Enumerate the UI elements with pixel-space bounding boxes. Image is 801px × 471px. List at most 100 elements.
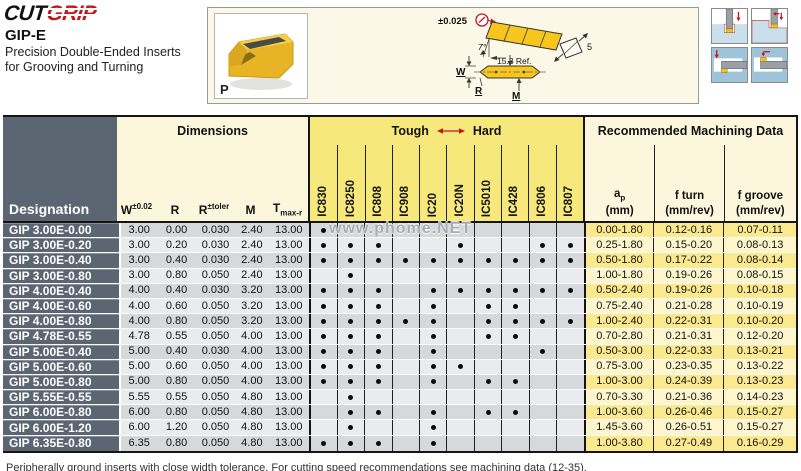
dim-w-label: W bbox=[456, 67, 466, 78]
grades-group: Tough Hard IC830 IC8250 IC808 IC908 IC20 IC20… bbox=[308, 117, 583, 221]
availability-dot bbox=[567, 288, 573, 294]
grade-availability-cell bbox=[528, 344, 557, 359]
grade-availability-cell bbox=[501, 405, 529, 420]
dim-value: 0.050 bbox=[195, 359, 236, 374]
availability-dot bbox=[321, 227, 327, 233]
grade-availability-cell bbox=[556, 223, 584, 238]
machining-value: 1.00-1.80 bbox=[583, 268, 654, 283]
availability-dot bbox=[430, 379, 436, 385]
mach-header-unit: (mm) bbox=[605, 204, 634, 217]
grade-availability-cell bbox=[556, 420, 584, 435]
grade-availability-cell bbox=[391, 223, 419, 238]
machining-value: 0.00-1.80 bbox=[583, 223, 654, 238]
dim-value: 13.00 bbox=[268, 314, 310, 329]
availability-dot bbox=[567, 257, 573, 263]
grade-availability-cell bbox=[501, 359, 529, 374]
external-turning-icon bbox=[751, 8, 788, 44]
machining-value: 0.19-0.26 bbox=[653, 283, 724, 298]
dim-value: 4.00 bbox=[118, 298, 158, 314]
dims-subheaders: W±0.02 R R±toler M Tmax-r bbox=[117, 145, 308, 221]
insert-data-table: Designation Dimensions W±0.02 R R±toler M Tm… bbox=[3, 115, 798, 453]
grade-availability-cell bbox=[501, 283, 529, 298]
availability-dot bbox=[375, 318, 381, 324]
dim-value: 3.00 bbox=[118, 238, 158, 253]
availability-dot bbox=[485, 379, 491, 385]
availability-dot bbox=[430, 364, 436, 370]
dim-value: 3.00 bbox=[118, 253, 158, 268]
grade-availability-cell bbox=[391, 435, 419, 451]
machining-value: 0.15-0.27 bbox=[723, 405, 797, 420]
grade-availability-cell bbox=[364, 344, 392, 359]
mach-header-unit: (mm/rev) bbox=[736, 204, 785, 217]
internal-grooving-icon bbox=[711, 47, 748, 83]
dim-value: 4.00 bbox=[118, 314, 158, 329]
grade-header-ic806: IC806 bbox=[528, 145, 555, 221]
grade-availability-cell bbox=[556, 298, 584, 314]
grade-label: IC806 bbox=[535, 186, 548, 217]
availability-dot bbox=[458, 364, 464, 370]
grade-availability-cell bbox=[501, 223, 529, 238]
machining-value: 0.10-0.20 bbox=[723, 314, 797, 329]
grade-availability-cell bbox=[364, 405, 392, 420]
availability-dot bbox=[430, 425, 436, 431]
grade-availability-cell bbox=[446, 298, 474, 314]
dim-value: 13.00 bbox=[268, 283, 310, 298]
mach-header-unit: (mm/rev) bbox=[665, 204, 714, 217]
grade-availability-cell bbox=[501, 390, 529, 405]
dim-value: 0.030 bbox=[195, 283, 236, 298]
grade-availability-cell bbox=[501, 253, 529, 268]
machining-value: 0.75-3.00 bbox=[583, 359, 654, 374]
page-title: GIP-E bbox=[5, 27, 46, 44]
grade-availability-cell bbox=[391, 344, 419, 359]
dim-value: 3.20 bbox=[235, 298, 269, 314]
grade-availability-cell bbox=[528, 268, 557, 283]
grade-availability-cell bbox=[418, 238, 447, 253]
cutgrip-logo: CUTGRIP bbox=[3, 2, 99, 26]
grade-availability-cell bbox=[391, 329, 419, 344]
grade-header-ic908: IC908 bbox=[391, 145, 419, 221]
dim-value: 0.40 bbox=[157, 283, 196, 298]
grade-availability-cell bbox=[309, 420, 337, 435]
insert-photo-box: P bbox=[214, 13, 308, 99]
availability-dot bbox=[348, 394, 354, 400]
availability-dot bbox=[321, 242, 327, 248]
grade-availability-cell bbox=[446, 329, 474, 344]
machining-value: 0.12-0.16 bbox=[653, 223, 724, 238]
availability-dot bbox=[540, 257, 546, 263]
grade-availability-cell bbox=[556, 314, 584, 329]
grade-availability-cell bbox=[336, 359, 365, 374]
grade-availability-cell bbox=[501, 435, 529, 451]
dim-value: 6.00 bbox=[118, 405, 158, 420]
dim-value: 5.55 bbox=[118, 390, 158, 405]
dim-value: 5.00 bbox=[118, 344, 158, 359]
availability-dot bbox=[485, 288, 491, 294]
machining-value: 0.70-2.80 bbox=[583, 329, 654, 344]
machining-value: 0.13-0.22 bbox=[723, 359, 797, 374]
dim-value: 2.40 bbox=[235, 238, 269, 253]
grade-availability-cell bbox=[446, 390, 474, 405]
availability-dot bbox=[321, 379, 327, 385]
grade-availability-cell bbox=[473, 344, 502, 359]
availability-dot bbox=[540, 318, 546, 324]
grade-availability-cell bbox=[336, 405, 365, 420]
grade-availability-cell bbox=[528, 374, 557, 390]
tolerance-label: ±0.025 bbox=[438, 16, 468, 27]
dim-value: 0.050 bbox=[195, 420, 236, 435]
dim-value: 13.00 bbox=[268, 374, 310, 390]
dim-value: 6.35 bbox=[118, 435, 158, 451]
machining-value: 0.50-3.00 bbox=[583, 344, 654, 359]
grade-availability-cell bbox=[528, 329, 557, 344]
grade-availability-cell bbox=[473, 298, 502, 314]
mach-header-name: f turn bbox=[674, 190, 705, 203]
availability-dot bbox=[348, 379, 354, 385]
table-row: GIP 5.55E-0.55 5.55 0.55 0.050 4.80 13.00 0.70… bbox=[3, 390, 797, 406]
grade-availability-cell bbox=[364, 238, 392, 253]
designation-cell: GIP 6.00E-1.20 bbox=[3, 420, 119, 435]
grade-availability-cell bbox=[309, 268, 337, 283]
grade-availability-cell bbox=[528, 405, 557, 420]
grade-availability-cell bbox=[473, 359, 502, 374]
grade-header-ic20n: IC20N bbox=[446, 145, 473, 221]
table-row: GIP 4.00E-0.80 4.00 0.80 0.050 3.20 13.00 1.00… bbox=[3, 314, 797, 330]
grade-header-ic5010: IC5010 bbox=[473, 145, 501, 221]
grade-availability-cell bbox=[556, 405, 584, 420]
